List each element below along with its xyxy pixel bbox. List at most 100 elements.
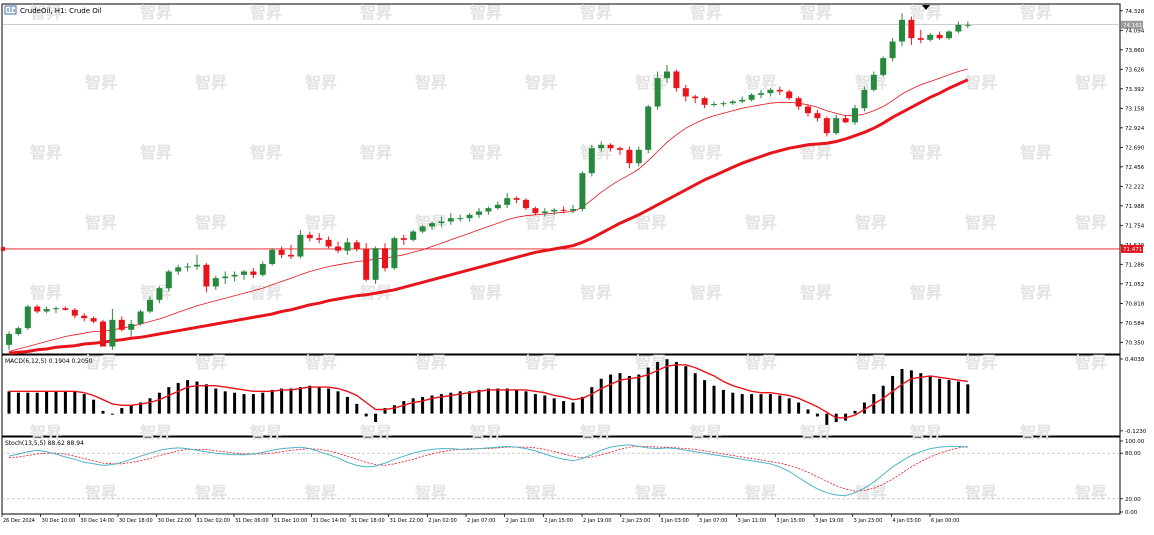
candle-body bbox=[400, 238, 407, 240]
macd-plot bbox=[7, 359, 970, 425]
watermark-text: 智昇 bbox=[30, 423, 62, 442]
macd-histogram-bar bbox=[411, 398, 415, 414]
macd-histogram-bar bbox=[853, 410, 857, 414]
candle-body bbox=[917, 38, 924, 40]
candle-body bbox=[203, 264, 210, 287]
candle-body bbox=[335, 246, 341, 251]
macd-histogram-bar bbox=[703, 380, 707, 414]
watermark-text: 智昇 bbox=[635, 73, 667, 92]
current-price-badge bbox=[1121, 20, 1143, 29]
price-tick-label: 72.456 bbox=[1125, 165, 1145, 171]
candle-body bbox=[62, 308, 69, 310]
macd-histogram-bar bbox=[204, 384, 208, 414]
price-plot bbox=[1, 13, 1120, 355]
candle-body bbox=[776, 89, 783, 92]
macd-histogram-bar bbox=[552, 398, 556, 414]
macd-histogram-bar bbox=[54, 391, 58, 414]
macd-histogram-bar bbox=[148, 398, 152, 414]
watermark-text: 智昇 bbox=[580, 3, 612, 22]
candle-body bbox=[15, 328, 22, 334]
watermark-text: 智昇 bbox=[690, 3, 722, 22]
candle-body bbox=[344, 242, 351, 251]
candle-body bbox=[147, 299, 153, 312]
candle-body bbox=[823, 118, 830, 134]
macd-histogram-bar bbox=[186, 380, 190, 414]
candle-body bbox=[833, 118, 840, 134]
candle-body bbox=[748, 94, 755, 100]
watermark-text: 智昇 bbox=[195, 73, 227, 92]
macd-tick-label: -0.1230 bbox=[1125, 429, 1147, 435]
time-tick-label: 4 Jan 03:00 bbox=[892, 518, 920, 524]
watermark-text: 智昇 bbox=[360, 143, 392, 162]
watermark-text: 智昇 bbox=[305, 73, 337, 92]
macd-histogram-bar bbox=[101, 410, 105, 414]
watermark-text: 智昇 bbox=[470, 3, 502, 22]
macd-histogram-bar bbox=[139, 402, 143, 414]
price-pane[interactable] bbox=[1, 3, 1121, 355]
watermark-text: 智昇 bbox=[1075, 483, 1107, 502]
candle-body bbox=[118, 319, 125, 330]
chart-shift-marker[interactable] bbox=[922, 5, 930, 10]
candle-body bbox=[588, 148, 595, 174]
watermark-text: 智昇 bbox=[965, 353, 997, 372]
macd-histogram-bar bbox=[233, 392, 237, 414]
candle-body bbox=[955, 24, 962, 32]
macd-histogram-bar bbox=[439, 394, 443, 414]
watermark-text: 智昇 bbox=[85, 213, 117, 232]
candle-body bbox=[485, 208, 492, 212]
candle-body bbox=[880, 58, 887, 75]
candle-body bbox=[90, 318, 97, 322]
ma-slow-line bbox=[8, 78, 969, 355]
candle-body bbox=[438, 221, 445, 224]
macd-histogram-bar bbox=[778, 395, 782, 414]
watermark-text: 智昇 bbox=[800, 3, 832, 22]
price-tick-label: 72.222 bbox=[1125, 184, 1144, 190]
current-price-label: 74.161 bbox=[1123, 23, 1142, 29]
macd-histogram-bar bbox=[176, 382, 180, 414]
axes: 74.328 74.094 73.860 73.626 73.392 73.158 72.9… bbox=[1, 9, 1147, 524]
watermark-text: 智昇 bbox=[1020, 3, 1052, 22]
watermark-text: 智昇 bbox=[470, 423, 502, 442]
candle-body bbox=[100, 321, 106, 347]
time-tick-label: 3 Jan 07:00 bbox=[699, 518, 727, 524]
watermark-text: 智昇 bbox=[415, 483, 447, 502]
macd-histogram-bar bbox=[35, 392, 39, 414]
macd-histogram-bar bbox=[599, 378, 603, 414]
watermark-text: 智昇 bbox=[635, 483, 667, 502]
watermark-text: 智昇 bbox=[195, 353, 227, 372]
watermark-text: 智昇 bbox=[910, 3, 942, 22]
candle-body bbox=[908, 19, 915, 39]
macd-histogram-bar bbox=[928, 375, 932, 414]
macd-histogram-bar bbox=[298, 387, 302, 414]
watermark-text: 智昇 bbox=[690, 143, 722, 162]
candle-body bbox=[701, 98, 708, 105]
candle-body bbox=[184, 266, 191, 268]
watermark-text: 智昇 bbox=[745, 73, 777, 92]
macd-histogram-bar bbox=[355, 403, 359, 414]
watermark-text: 智昇 bbox=[140, 3, 172, 22]
candle-body bbox=[551, 209, 558, 212]
candle-body bbox=[842, 118, 849, 123]
candle-body bbox=[466, 214, 473, 219]
macd-histogram-bar bbox=[195, 381, 199, 414]
price-tick-label: 73.158 bbox=[1125, 106, 1145, 112]
candle-body bbox=[71, 309, 78, 316]
macd-histogram-bar bbox=[289, 388, 293, 414]
price-tick-label: 70.584 bbox=[1125, 321, 1145, 327]
candle-body bbox=[570, 209, 576, 211]
stoch-pane[interactable] bbox=[1, 436, 1121, 515]
watermark-text: 智昇 bbox=[800, 423, 832, 442]
macd-histogram-bar bbox=[468, 391, 472, 414]
macd-histogram-bar bbox=[496, 388, 500, 414]
watermark-text: 智昇 bbox=[1020, 423, 1052, 442]
price-tick-label: 71.286 bbox=[1125, 262, 1145, 268]
watermark-text: 智昇 bbox=[1075, 353, 1107, 372]
candle-body bbox=[598, 144, 605, 149]
watermark-text: 智昇 bbox=[30, 283, 62, 302]
time-tick-label: 30 Dec 14:00 bbox=[80, 518, 114, 524]
candle-body bbox=[541, 211, 548, 214]
macd-histogram-bar bbox=[458, 391, 462, 414]
watermark-text: 智昇 bbox=[305, 483, 337, 502]
candle-body bbox=[165, 271, 172, 289]
